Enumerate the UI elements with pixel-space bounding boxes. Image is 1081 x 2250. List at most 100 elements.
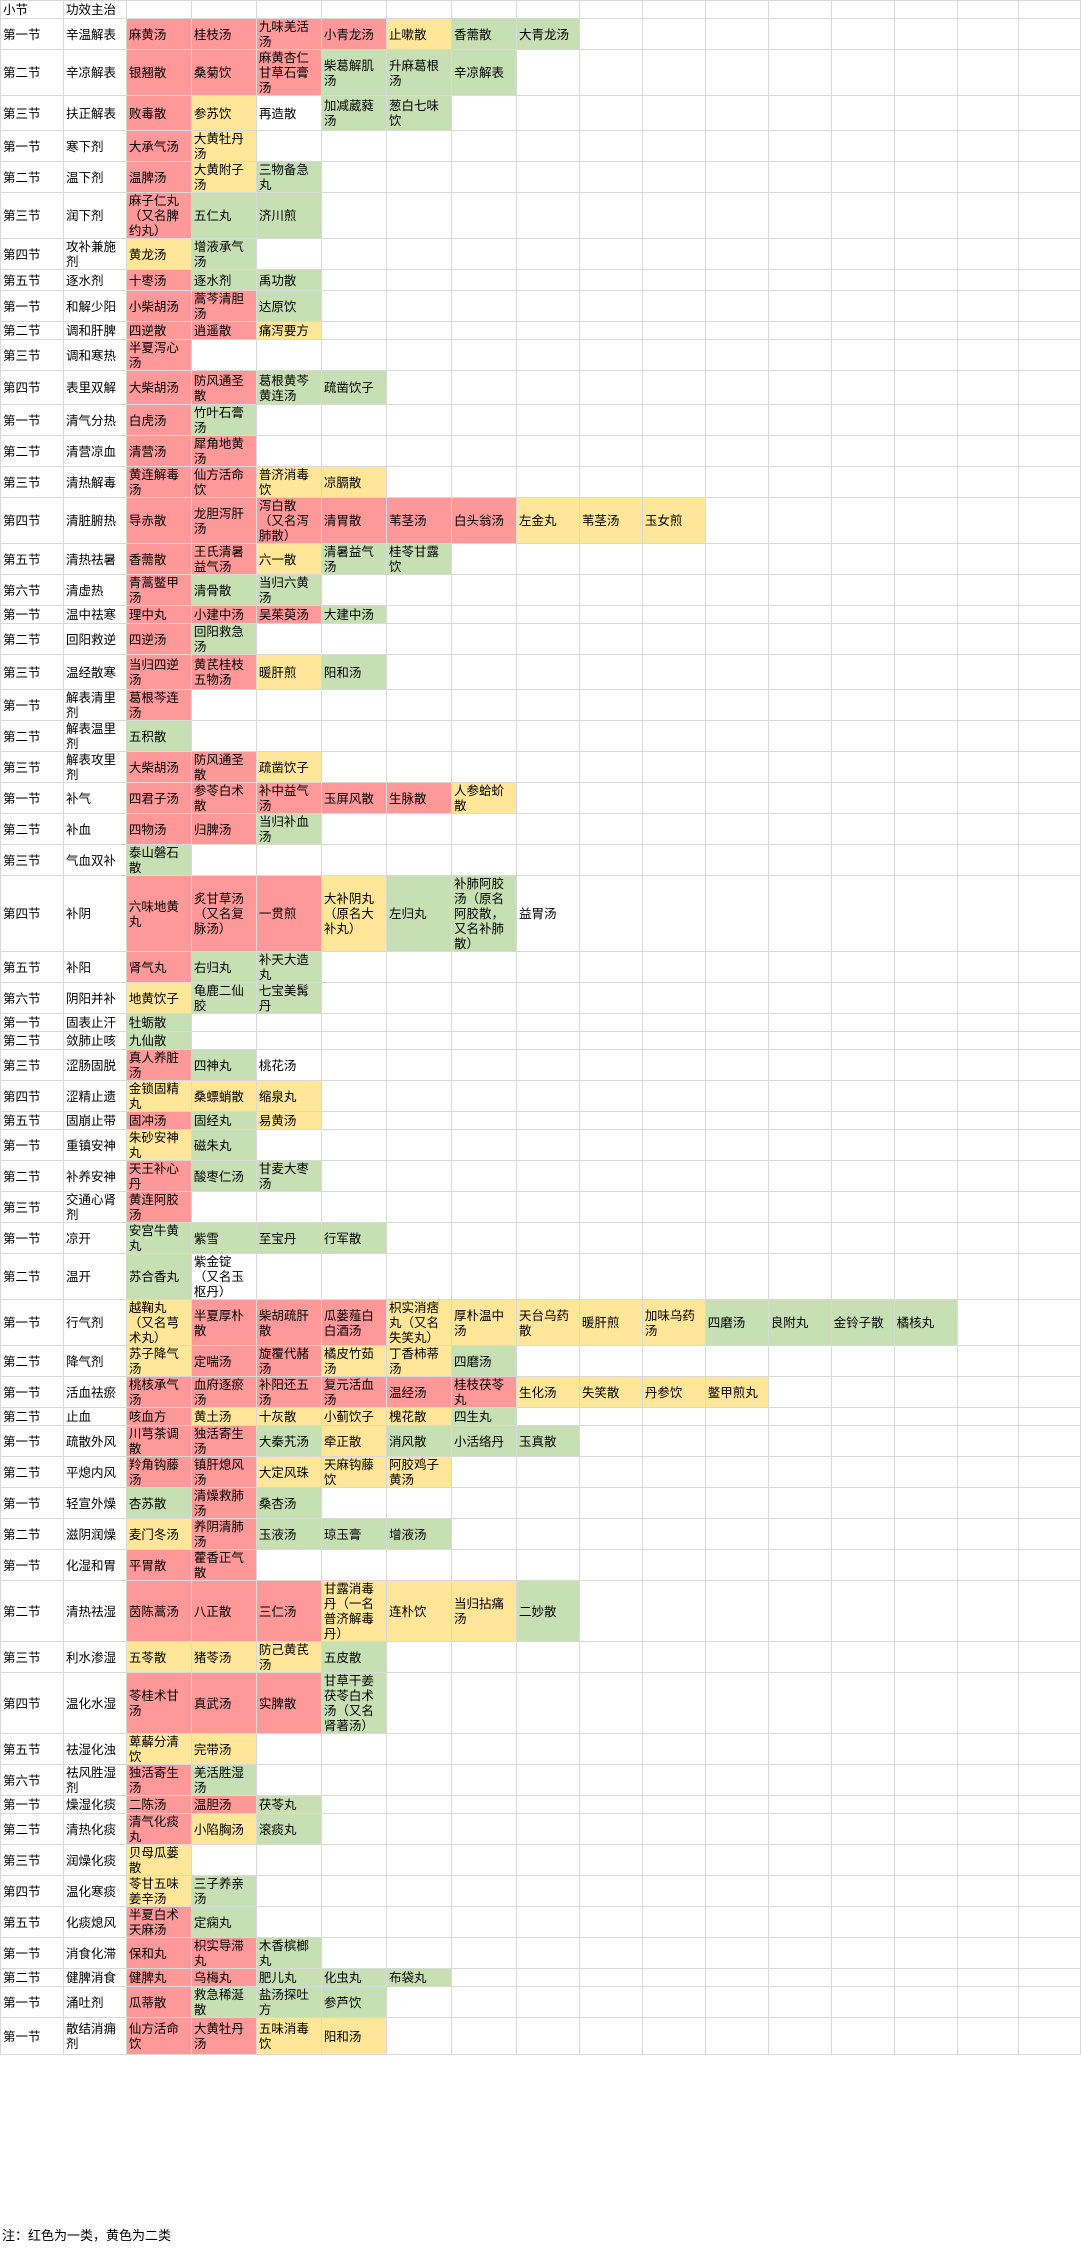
formula-cell[interactable]: 至宝丹 — [255, 1222, 322, 1254]
section-cell[interactable]: 第二节 — [0, 1345, 64, 1377]
empty-cell[interactable] — [641, 1013, 706, 1032]
empty-cell[interactable] — [385, 1844, 452, 1876]
empty-cell[interactable] — [515, 844, 580, 876]
formula-cell[interactable]: 五味消毒饮 — [255, 2017, 322, 2055]
empty-cell[interactable] — [320, 321, 387, 340]
section-cell[interactable]: 第二节 — [0, 1518, 64, 1550]
empty-cell[interactable] — [1018, 1160, 1081, 1192]
empty-cell[interactable] — [956, 1191, 1020, 1223]
empty-cell[interactable] — [255, 1733, 322, 1765]
empty-cell[interactable] — [704, 435, 769, 467]
formula-cell[interactable]: 桂枝茯苓丸 — [450, 1376, 517, 1408]
function-cell[interactable]: 温化水湿 — [62, 1672, 127, 1734]
empty-cell[interactable] — [385, 1641, 452, 1673]
empty-cell[interactable] — [956, 1906, 1020, 1938]
empty-cell[interactable] — [956, 290, 1020, 322]
formula-cell[interactable]: 龟鹿二仙胶 — [190, 982, 257, 1014]
formula-cell[interactable]: 桑螵蛸散 — [190, 1080, 257, 1112]
formula-cell[interactable]: 小蓟饮子 — [320, 1407, 387, 1426]
empty-cell[interactable] — [1018, 1111, 1081, 1130]
empty-cell[interactable] — [578, 290, 643, 322]
empty-cell[interactable] — [767, 1031, 832, 1050]
formula-cell[interactable]: 滚痰丸 — [255, 1813, 322, 1845]
empty-cell[interactable] — [255, 1253, 322, 1300]
empty-cell[interactable] — [385, 130, 452, 162]
formula-cell[interactable]: 玉女煎 — [641, 497, 706, 544]
section-cell[interactable]: 第二节 — [0, 435, 64, 467]
formula-cell[interactable]: 阿胶鸡子黄汤 — [385, 1456, 452, 1488]
empty-cell[interactable] — [385, 1013, 452, 1032]
empty-cell[interactable] — [641, 370, 706, 405]
empty-cell[interactable] — [641, 161, 706, 193]
empty-cell[interactable] — [830, 720, 895, 752]
empty-cell[interactable] — [1018, 466, 1081, 498]
section-cell[interactable]: 第四节 — [0, 1080, 64, 1112]
empty-cell[interactable] — [893, 1641, 958, 1673]
empty-cell[interactable] — [578, 404, 643, 436]
formula-cell[interactable]: 苇茎汤 — [578, 497, 643, 544]
empty-cell[interactable] — [641, 1813, 706, 1845]
empty-cell[interactable] — [641, 1986, 706, 2018]
empty-cell[interactable] — [515, 49, 580, 96]
formula-cell[interactable]: 茯苓丸 — [255, 1795, 322, 1814]
section-cell[interactable]: 第三节 — [0, 1844, 64, 1876]
empty-cell[interactable] — [578, 782, 643, 814]
empty-cell[interactable] — [956, 813, 1020, 845]
empty-cell[interactable] — [515, 1487, 580, 1519]
empty-cell[interactable] — [515, 982, 580, 1014]
empty-cell[interactable] — [641, 2017, 706, 2055]
empty-cell[interactable] — [578, 1549, 643, 1581]
empty-cell[interactable] — [704, 951, 769, 983]
formula-cell[interactable]: 清燥救肺汤 — [190, 1487, 257, 1519]
empty-cell[interactable] — [767, 1641, 832, 1673]
empty-cell[interactable] — [767, 1456, 832, 1488]
empty-cell[interactable] — [515, 1844, 580, 1876]
empty-cell[interactable] — [1018, 720, 1081, 752]
empty-cell[interactable] — [830, 1222, 895, 1254]
formula-cell[interactable]: 鳖甲煎丸 — [704, 1376, 769, 1408]
empty-cell[interactable] — [956, 1376, 1020, 1408]
function-cell[interactable]: 祛湿化浊 — [62, 1733, 127, 1765]
empty-cell[interactable] — [830, 1487, 895, 1519]
formula-cell[interactable]: 增液汤 — [385, 1518, 452, 1550]
formula-cell[interactable]: 清胃散 — [320, 497, 387, 544]
empty-cell[interactable] — [893, 290, 958, 322]
formula-cell[interactable]: 缩泉丸 — [255, 1080, 322, 1112]
empty-cell[interactable] — [956, 1795, 1020, 1814]
empty-cell[interactable] — [1018, 269, 1081, 291]
empty-cell[interactable] — [704, 1844, 769, 1876]
empty-cell[interactable] — [704, 497, 769, 544]
function-cell[interactable]: 清脏腑热 — [62, 497, 127, 544]
empty-cell[interactable] — [767, 1191, 832, 1223]
formula-cell[interactable]: 六一散 — [255, 543, 322, 575]
formula-cell[interactable]: 定痫丸 — [190, 1906, 257, 1938]
empty-cell[interactable] — [767, 1733, 832, 1765]
formula-cell[interactable]: 五仁丸 — [190, 192, 257, 239]
formula-cell[interactable]: 败毒散 — [125, 95, 192, 131]
empty-cell[interactable] — [385, 574, 452, 606]
empty-cell[interactable] — [1018, 1031, 1081, 1050]
formula-cell[interactable]: 桃核承气汤 — [125, 1376, 192, 1408]
empty-cell[interactable] — [704, 238, 769, 270]
empty-cell[interactable] — [704, 605, 769, 624]
function-cell[interactable]: 清热祛湿 — [62, 1580, 127, 1642]
formula-cell[interactable]: 泻白散（又名泻肺散） — [255, 497, 322, 544]
empty-cell[interactable] — [893, 1080, 958, 1112]
empty-cell[interactable] — [767, 339, 832, 371]
empty-cell[interactable] — [767, 49, 832, 96]
empty-cell[interactable] — [641, 1906, 706, 1938]
empty-cell[interactable] — [641, 782, 706, 814]
empty-cell[interactable] — [704, 813, 769, 845]
section-cell[interactable]: 第三节 — [0, 844, 64, 876]
empty-cell[interactable] — [1018, 654, 1081, 690]
empty-cell[interactable] — [255, 435, 322, 467]
empty-cell[interactable] — [830, 1160, 895, 1192]
empty-cell[interactable] — [1018, 1580, 1081, 1642]
function-cell[interactable]: 凉开 — [62, 1222, 127, 1254]
formula-cell[interactable]: 归脾汤 — [190, 813, 257, 845]
formula-cell[interactable]: 实脾散 — [255, 1672, 322, 1734]
empty-cell[interactable] — [767, 1672, 832, 1734]
empty-cell[interactable] — [515, 1191, 580, 1223]
empty-cell[interactable] — [515, 1111, 580, 1130]
empty-cell[interactable] — [830, 1813, 895, 1845]
